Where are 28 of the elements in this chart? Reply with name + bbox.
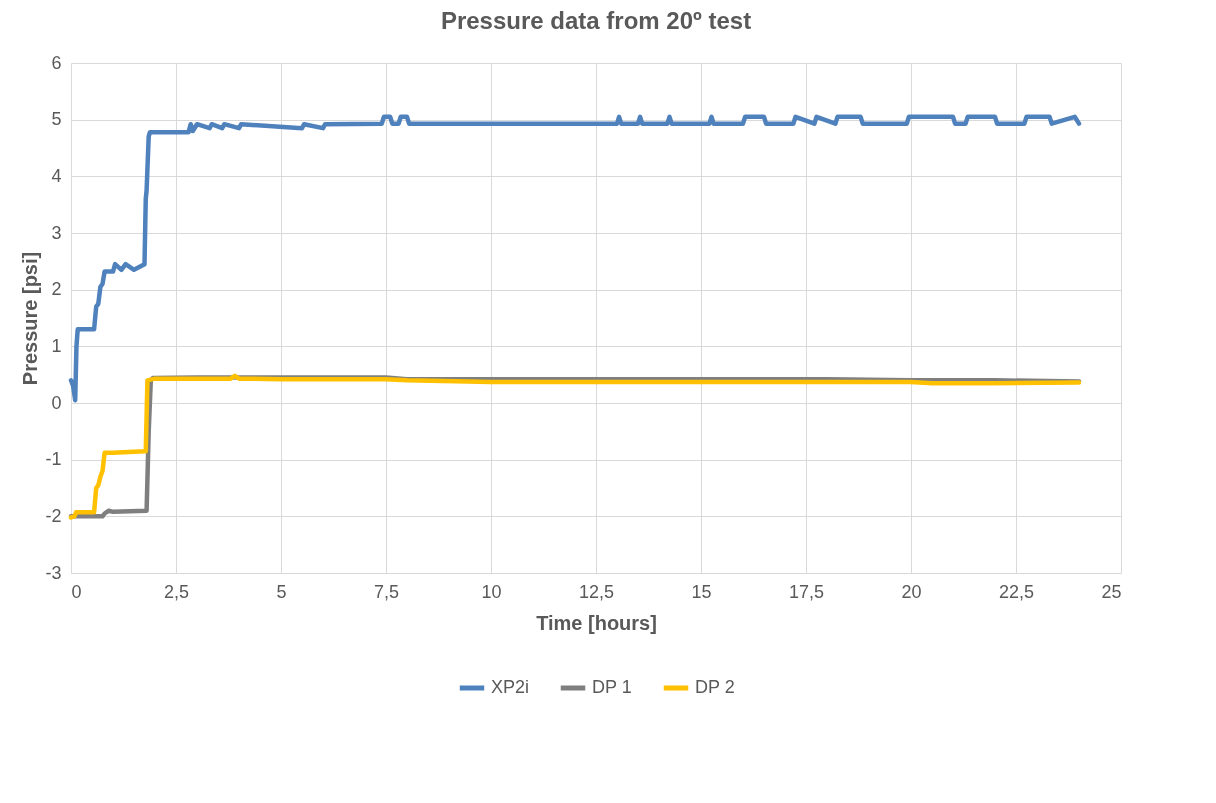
x-axis-title: Time [hours] bbox=[536, 611, 657, 634]
x-tick-label: 5 bbox=[276, 581, 287, 602]
y-tick-label: 0 bbox=[51, 392, 62, 413]
y-tick-label: 4 bbox=[51, 165, 62, 186]
y-tick-label: -3 bbox=[45, 562, 62, 583]
x-tick-label: 12,5 bbox=[578, 581, 615, 602]
y-tick-label: 1 bbox=[51, 335, 62, 356]
x-tick-label: 7,5 bbox=[373, 581, 400, 602]
line-series bbox=[68, 114, 1082, 403]
y-tick-label: 6 bbox=[51, 52, 62, 73]
legend-label: DP 2 bbox=[695, 677, 735, 697]
x-tick-label: 10 bbox=[481, 581, 502, 602]
y-tick-label: -2 bbox=[45, 505, 62, 526]
y-tick-label: 5 bbox=[51, 109, 62, 130]
legend-label: XP2i bbox=[491, 677, 530, 697]
y-tick-label: 2 bbox=[51, 279, 62, 300]
x-tick-label: 20 bbox=[901, 581, 922, 602]
x-tick-label: 17,5 bbox=[788, 581, 825, 602]
legend-label: DP 1 bbox=[592, 677, 632, 697]
x-tick-label: 25 bbox=[1101, 581, 1122, 602]
x-tick-label: 2,5 bbox=[163, 581, 190, 602]
y-tick-label: -1 bbox=[45, 449, 62, 470]
x-tick-label: 0 bbox=[71, 581, 82, 602]
y-axis-title: Pressure [psi] bbox=[19, 251, 42, 386]
x-tick-label: 22,5 bbox=[998, 581, 1035, 602]
chart-title: Pressure data from 20º test bbox=[440, 7, 752, 34]
x-tick-label: 15 bbox=[691, 581, 712, 602]
y-tick-label: 3 bbox=[51, 222, 62, 243]
